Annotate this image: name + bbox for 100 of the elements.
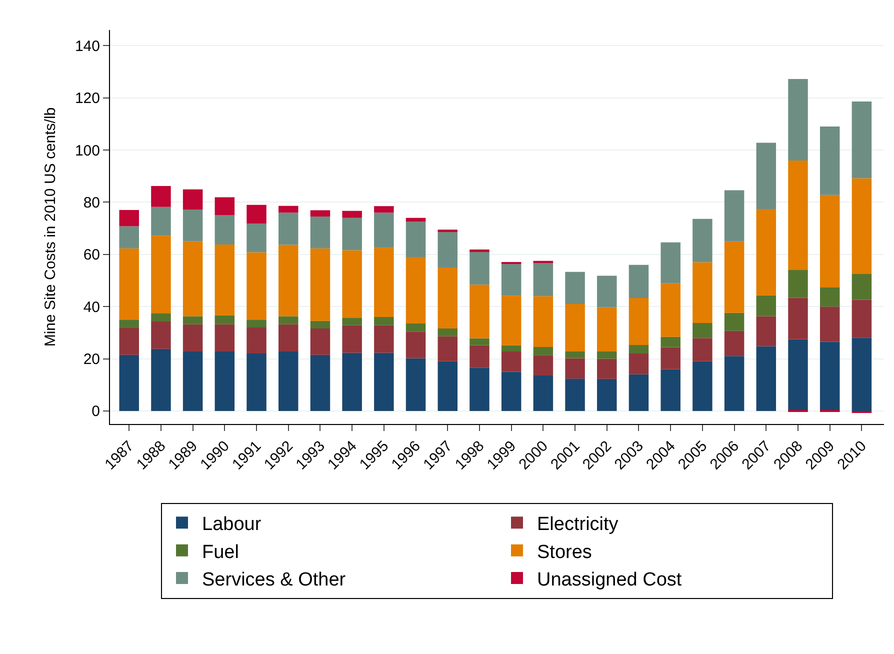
bar [852,178,872,274]
bar [182,316,203,324]
bar [278,206,298,213]
bar [374,352,394,411]
bar [278,212,298,245]
bar [628,354,649,374]
bar [246,252,266,320]
bar [565,272,585,304]
bar [438,336,458,362]
bar [214,351,235,411]
bar [278,244,298,316]
bar [501,345,522,352]
bar [565,351,585,358]
bar [756,346,776,411]
bar [182,210,203,242]
bar [246,327,266,354]
bar [182,351,203,411]
bar [724,312,744,331]
bar [182,324,203,352]
y-tick-label: 80 [83,194,100,212]
y-tick-label: 60 [83,246,100,264]
bar [246,204,266,224]
bar [438,361,458,411]
bar [597,358,617,379]
bar [692,338,712,362]
bar [660,242,680,284]
bar [788,79,808,160]
bar [628,298,649,345]
bar [310,354,330,411]
legend-label: Unassigned Cost [537,569,682,590]
bar [660,283,680,337]
bar [151,236,171,314]
bar [660,336,680,348]
bar [597,307,617,352]
bar [374,248,394,318]
legend-label: Fuel [202,542,239,563]
bar [692,323,712,338]
bar [438,328,458,336]
bar [342,218,362,250]
bar [310,248,330,321]
bar [151,186,171,207]
bar [628,264,649,298]
bar [406,332,426,358]
bar [756,142,776,209]
bar [214,324,235,352]
bar [788,298,808,340]
bar [788,270,808,298]
bar [119,210,139,226]
bar [533,375,554,411]
bar [756,295,776,316]
bar [374,325,394,353]
bar [406,257,426,324]
bar [470,284,490,338]
bar [342,325,362,353]
bar [342,352,362,411]
bar [628,374,649,411]
bar [470,251,490,285]
bar [119,248,139,320]
bar [214,197,235,216]
bar [852,410,872,414]
bar [151,206,171,236]
bar [533,296,554,348]
bar [246,224,266,252]
bar [438,231,458,268]
bar [470,249,490,252]
bar [119,226,139,248]
legend-label: Stores [537,542,592,563]
bar [470,345,490,368]
bar [692,262,712,324]
bar [470,338,490,346]
bar [692,218,712,262]
legend-label: Labour [202,514,262,536]
bar [533,355,554,376]
legend-label: Electricity [537,514,619,536]
bar [214,215,235,244]
bar [852,101,872,178]
bar [374,317,394,326]
bar [597,276,617,308]
bar [310,216,330,248]
bar [501,372,522,411]
bar [565,304,585,352]
bar [374,206,394,213]
bar [406,222,426,258]
bar [310,320,330,328]
bar [788,339,808,411]
bar [470,368,490,411]
y-tick-label: 100 [74,142,100,160]
y-tick-label: 0 [92,403,100,420]
y-tick-label: 120 [74,90,100,108]
bar [310,328,330,355]
bar [151,321,171,349]
bar [278,351,298,411]
bar [342,210,362,218]
bar [501,264,522,296]
bar [820,306,840,342]
y-tick-label: 140 [74,38,100,55]
bar [628,344,649,354]
bar [406,218,426,222]
bar [724,330,744,356]
bar [597,351,617,359]
